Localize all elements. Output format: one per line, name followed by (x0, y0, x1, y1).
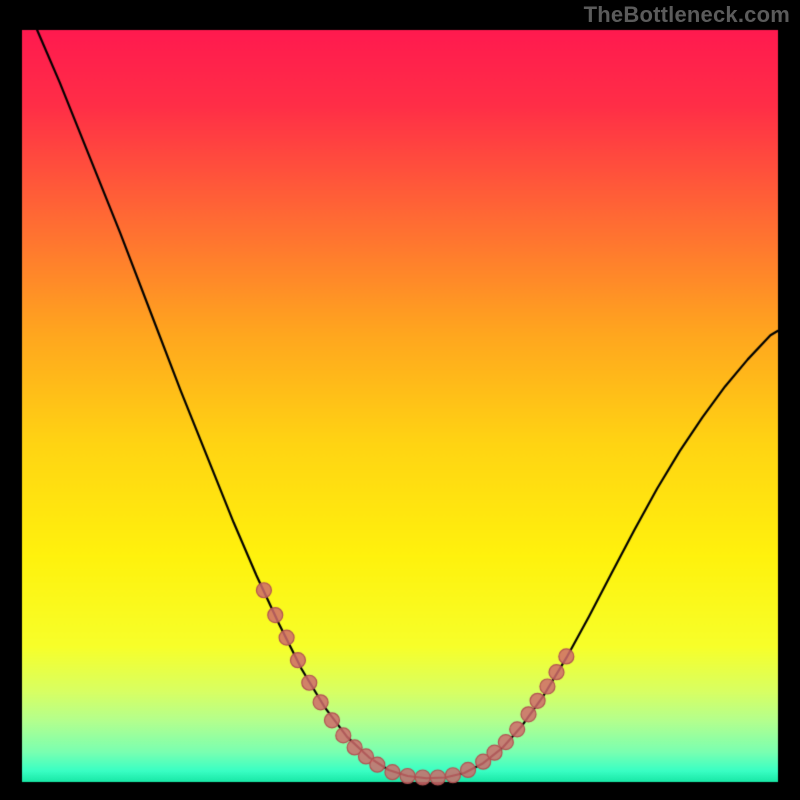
bottleneck-curve-chart (0, 0, 800, 800)
chart-container: TheBottleneck.com (0, 0, 800, 800)
watermark-label: TheBottleneck.com (584, 2, 790, 28)
